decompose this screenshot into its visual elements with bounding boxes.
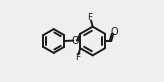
Text: F: F	[75, 53, 80, 62]
Text: O: O	[71, 36, 79, 46]
Text: O: O	[111, 27, 119, 37]
Text: F: F	[87, 13, 93, 22]
